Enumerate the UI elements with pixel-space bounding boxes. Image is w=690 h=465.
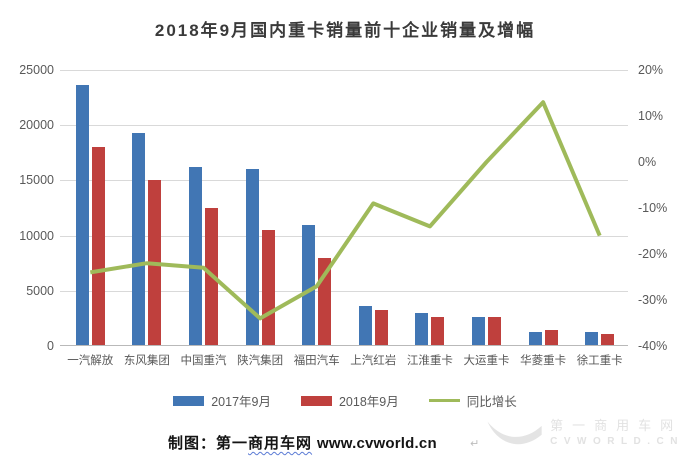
bar-2017年9月-大运重卡 (472, 317, 485, 345)
y-axis-left-label: 15000 (19, 173, 54, 188)
bar-2018年9月-徐工重卡 (601, 333, 615, 345)
y-axis-left-label: 20000 (19, 118, 54, 133)
chart-title: 2018年9月国内重卡销量前十企业销量及增幅 (154, 21, 536, 40)
bar-2018年9月-上汽红岩 (374, 309, 388, 345)
watermark-text: 第一商用车网 CVWORLD.CN (550, 417, 684, 449)
gridline (60, 180, 628, 182)
footer-site-name: 商用车网 (248, 435, 313, 452)
swoosh-logo-icon (487, 421, 542, 445)
y-axis-right-label: -30% (638, 293, 668, 307)
trend-line (89, 100, 602, 321)
y-axis-right-label: 20% (638, 63, 664, 77)
footer-credit: 制图：第一商用车网 www.cvworld.cn (168, 432, 437, 453)
gridline (60, 290, 628, 292)
bar-2017年9月-中国重汽 (189, 167, 202, 345)
y-axis-left-label: 5000 (26, 283, 54, 298)
watermark-line1: 第一商用车网 (550, 418, 683, 433)
bar-2017年9月-江淮重卡 (415, 312, 429, 345)
legend-label-growth: 同比增长 (466, 395, 517, 409)
bar-2017年9月-上汽红岩 (358, 306, 372, 345)
plot-area (60, 70, 628, 346)
gridline (60, 125, 628, 127)
bar-2018年9月-华菱重卡 (544, 329, 558, 345)
x-axis-label: 华菱重卡 (520, 355, 567, 367)
legend-label-2018: 2018年9月 (338, 395, 399, 409)
x-axis-label: 福田汽车 (293, 355, 340, 367)
legend-item-2017: 2017年9月 (173, 391, 271, 410)
y-axis-right-label: -20% (638, 247, 668, 261)
gridline (60, 235, 628, 237)
x-axis-label: 陕汽集团 (237, 355, 284, 367)
footer-prefix: 制图： (168, 435, 217, 452)
paragraph-mark: ↵ (470, 438, 480, 450)
y-axis-right-label: 0% (638, 155, 657, 169)
bar-2018年9月-大运重卡 (488, 317, 501, 345)
legend-item-growth: 同比增长 (428, 391, 517, 410)
x-axis-label: 徐工重卡 (576, 355, 623, 367)
x-axis-label: 上汽红岩 (350, 355, 397, 367)
y-axis-right-label: -40% (638, 339, 668, 353)
footer-site-first: 第一 (216, 435, 249, 452)
legend-label-2017: 2017年9月 (211, 395, 271, 409)
y-axis-left-label: 10000 (19, 228, 54, 243)
watermark: 第一商用车网 CVWORLD.CN (486, 417, 684, 449)
bar-2017年9月-陕汽集团 (245, 169, 259, 345)
bar-2017年9月-徐工重卡 (585, 331, 599, 345)
legend: 2017年9月 2018年9月 同比增长 (0, 391, 690, 410)
y-axis-right-label: -10% (638, 201, 668, 215)
bar-2017年9月-福田汽车 (302, 224, 316, 345)
x-axis-label: 东风集团 (123, 355, 170, 367)
bar-2018年9月-一汽解放 (91, 147, 105, 345)
y-axis-left-label: 0 (47, 339, 54, 353)
legend-swatch-2018 (300, 395, 332, 406)
x-axis-label: 中国重汽 (180, 355, 227, 367)
bar-2017年9月-华菱重卡 (528, 331, 542, 345)
x-axis-label: 一汽解放 (67, 355, 114, 367)
x-axis-label: 江淮重卡 (406, 355, 453, 367)
bar-2018年9月-江淮重卡 (431, 317, 445, 345)
y-axis-right-label: 10% (638, 109, 664, 123)
x-axis-line (60, 345, 628, 346)
gridline (60, 70, 628, 71)
x-axis-label: 大运重卡 (463, 355, 510, 367)
bar-2017年9月-一汽解放 (75, 85, 89, 345)
legend-swatch-2017 (173, 395, 205, 406)
trend-line-chart (89, 100, 602, 321)
legend-line-swatch (428, 398, 460, 403)
watermark-line2: CVWORLD.CN (550, 436, 684, 448)
footer-url: www.cvworld.cn (317, 435, 437, 452)
bar-2017年9月-东风集团 (132, 132, 146, 345)
y-axis-left-label: 25000 (19, 63, 54, 77)
legend-item-2018: 2018年9月 (300, 391, 399, 410)
